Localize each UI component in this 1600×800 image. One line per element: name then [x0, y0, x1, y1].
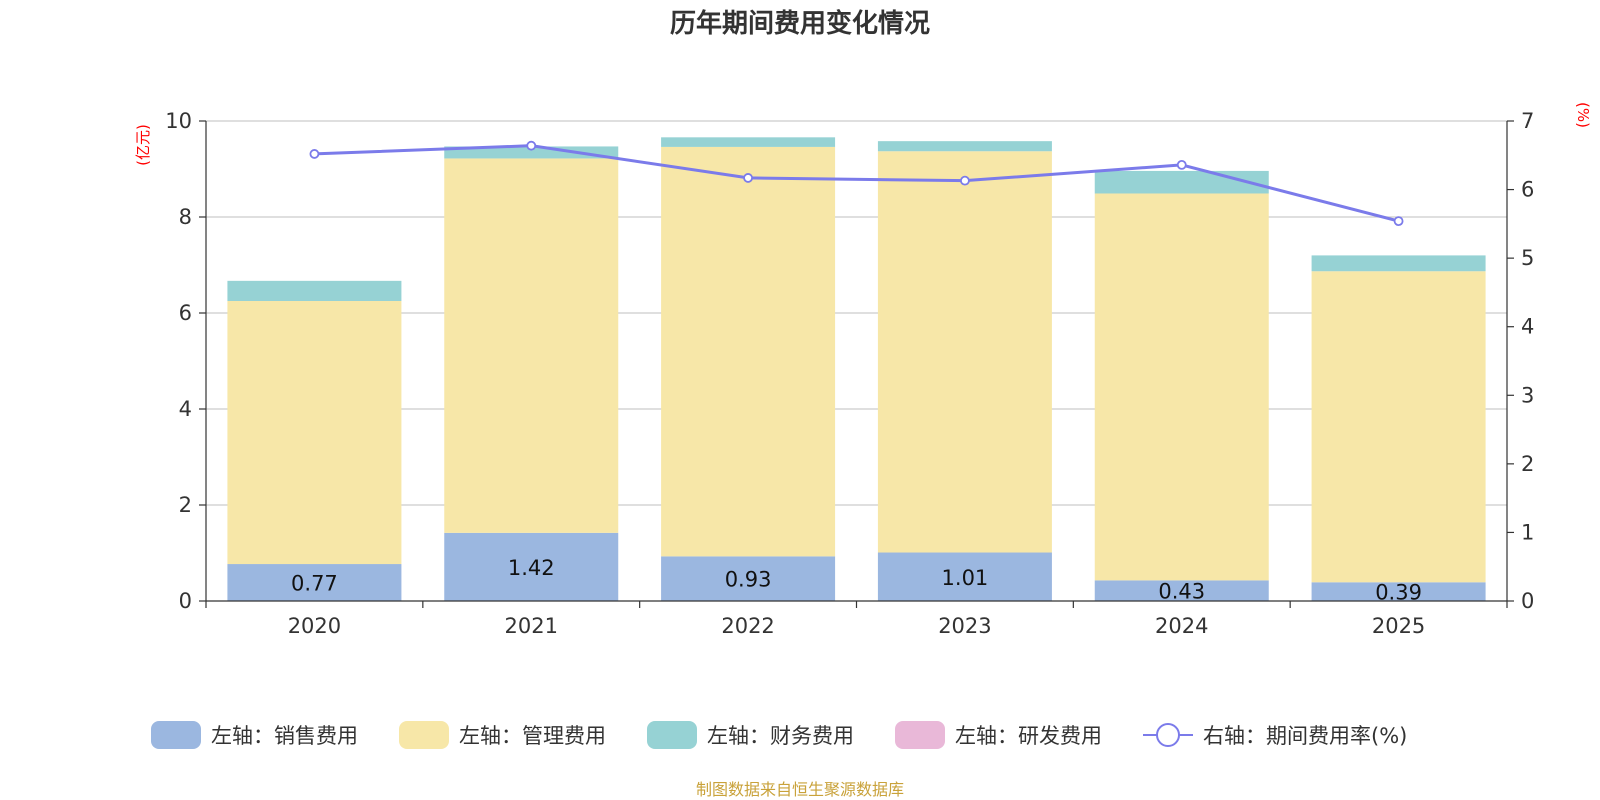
right-tick-label: 7: [1521, 109, 1534, 133]
right-tick-label: 2: [1521, 452, 1534, 476]
grid-lines: [206, 120, 1507, 506]
bar-segment-2020-s1: [227, 301, 402, 565]
legend-swatch: [895, 721, 945, 749]
bar-segment-2021-s2: [444, 146, 619, 159]
data-source-note: 制图数据来自恒生聚源数据库: [696, 780, 904, 799]
bar-segment-2022-s1: [661, 146, 836, 557]
rate-point: [1393, 216, 1404, 227]
chart-title: 历年期间费用变化情况: [670, 8, 930, 39]
bar-value-label: 0.43: [1158, 580, 1205, 604]
bar-segment-2022-s0: [661, 556, 836, 601]
rate-polyline: [314, 144, 1399, 223]
bar-segment-2023-s2: [877, 141, 1052, 152]
right-axis-unit: (%): [1574, 102, 1592, 128]
bar-segment-2022-s2: [661, 137, 836, 147]
bar-value-label: 0.39: [1375, 581, 1422, 605]
right-tick-label: 1: [1521, 520, 1534, 544]
legend-circle-icon: [1156, 723, 1180, 747]
legend-label: 左轴：财务费用: [707, 724, 854, 748]
bar-value-label: 1.42: [508, 556, 555, 580]
rate-point: [743, 173, 753, 183]
bar-segment-2021-s0: [444, 532, 619, 601]
rate-point: [309, 149, 320, 159]
bar-segment-2025-s1: [1311, 271, 1486, 583]
bar-segment-2023-s1: [877, 151, 1052, 553]
legend-item-0[interactable]: 左轴：销售费用: [151, 721, 358, 749]
bar-labels: 0.77 1.42 0.93 1.01 0.43 0.39: [291, 556, 1422, 605]
legend: 左轴：销售费用 左轴：管理费用 左轴：财务费用 左轴：研发费用 右轴：期间费用率(%): [151, 721, 1407, 749]
x-tick-label: 2024: [1155, 614, 1208, 638]
left-tick-label: 2: [179, 493, 192, 517]
rate-point: [1176, 159, 1187, 170]
bar-value-label: 0.93: [725, 568, 772, 592]
bar-segment-2021-s1: [444, 158, 619, 533]
legend-item-2[interactable]: 左轴：财务费用: [647, 721, 854, 749]
legend-label: 左轴：研发费用: [955, 724, 1102, 748]
bar-value-label: 1.01: [942, 566, 989, 590]
left-tick-label: 6: [179, 301, 192, 325]
right-tick-label: 6: [1521, 178, 1534, 202]
right-tick-label: 5: [1521, 246, 1534, 270]
rate-line: [309, 140, 1404, 227]
legend-label: 右轴：期间费用率(%): [1203, 724, 1407, 748]
left-tick-label: 0: [179, 589, 192, 613]
axes: 0 2 4 6 8 10 0 1 2 3 4 5 6 7 2020 2021 2022 2023 2024 2025: [165, 109, 1534, 638]
bar-segment-2023-s0: [877, 552, 1052, 601]
legend-swatch: [647, 721, 697, 749]
legend-swatch: [399, 721, 449, 749]
rate-point: [526, 140, 537, 151]
legend-swatch: [151, 721, 201, 749]
bar-segment-2020-s0: [227, 564, 402, 601]
left-tick-label: 4: [179, 397, 192, 421]
bar-value-label: 0.77: [291, 572, 338, 596]
left-tick-label: 8: [179, 205, 192, 229]
x-tick-label: 2025: [1372, 614, 1425, 638]
bar-segment-2025-s0: [1311, 582, 1486, 601]
bar-segment-2024-s0: [1094, 580, 1269, 601]
bar-segment-2024-s1: [1094, 193, 1269, 581]
left-tick-label: 10: [165, 109, 192, 133]
x-tick-label: 2020: [288, 614, 341, 638]
x-tick-label: 2023: [938, 614, 991, 638]
legend-label: 左轴：管理费用: [459, 724, 606, 748]
bars: [227, 137, 1486, 601]
right-tick-label: 4: [1521, 315, 1534, 339]
bar-segment-2020-s2: [227, 280, 402, 301]
legend-label: 左轴：销售费用: [211, 724, 358, 748]
x-tick-label: 2022: [721, 614, 774, 638]
left-axis-unit: (亿元): [134, 124, 152, 166]
legend-item-4[interactable]: 右轴：期间费用率(%): [1143, 723, 1407, 748]
rate-point: [960, 175, 970, 186]
legend-item-3[interactable]: 左轴：研发费用: [895, 721, 1102, 749]
x-tick-label: 2021: [505, 614, 558, 638]
legend-item-1[interactable]: 左轴：管理费用: [399, 721, 606, 749]
right-tick-label: 0: [1521, 589, 1534, 613]
bar-segment-2025-s2: [1311, 255, 1486, 272]
right-tick-label: 3: [1521, 383, 1534, 407]
